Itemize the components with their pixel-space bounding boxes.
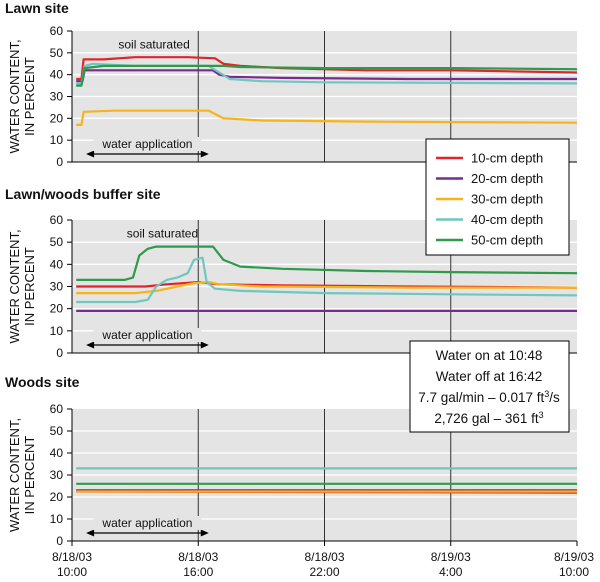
y-axis-label-line2: IN PERCENT [22, 436, 37, 515]
soil-saturated-label: soil saturated [127, 227, 198, 241]
arrowhead-left [86, 529, 95, 537]
panel-title: Lawn/woods buffer site [5, 186, 161, 202]
series-line-depth30 [76, 281, 577, 295]
x-tick-date: 8/18/03 [178, 550, 218, 564]
y-tick-label: 20 [50, 490, 64, 504]
y-tick-label: 10 [50, 133, 64, 147]
y-axis-label-line1: WATER CONTENT, [7, 418, 22, 532]
y-tick-label: 0 [56, 346, 63, 360]
series-line-depth40 [76, 256, 578, 304]
y-tick-label: 60 [50, 402, 64, 416]
y-tick-label: 20 [50, 302, 64, 316]
series-line-depth10 [76, 56, 578, 81]
y-axis-label-line2: IN PERCENT [22, 57, 37, 136]
water-application-label: water application [101, 328, 192, 342]
y-tick-label: 0 [56, 155, 63, 169]
y-tick-label: 10 [50, 512, 64, 526]
y-tick-label: 60 [50, 213, 64, 227]
arrowhead-left [86, 341, 95, 349]
info-total-volume: 2,726 gal – 361 ft3 [434, 410, 543, 426]
series-line-depth50 [76, 64, 578, 87]
soil-saturated-label: soil saturated [118, 37, 189, 51]
panel-2: Woods site WATER CONTENT, IN PERCENT 0 10 20 3… [5, 374, 578, 548]
x-tick-date: 8/19/03 [431, 550, 471, 564]
info-flow-rate: 7.7 gal/min – 0.017 ft3/s [418, 389, 560, 405]
x-tick-date: 8/19/03 [554, 550, 594, 564]
y-tick-label: 50 [50, 424, 64, 438]
y-tick-label: 40 [50, 257, 64, 271]
label-backdrop [93, 137, 202, 151]
info-box-frame [409, 340, 570, 433]
x-tick-date: 8/18/03 [52, 550, 92, 564]
y-axis-label-line1: WATER CONTENT, [7, 39, 22, 153]
panel-title: Lawn site [5, 0, 69, 16]
x-tick-time: 16:00 [183, 565, 213, 579]
arrowhead-right [200, 529, 209, 537]
y-tick-label: 30 [50, 90, 64, 104]
info-box: Water on at 10:48 Water off at 16:42 7.7… [409, 340, 570, 433]
series-line-depth50 [76, 245, 578, 281]
label-backdrop [93, 328, 202, 342]
info-water-on: Water on at 10:48 [436, 348, 543, 363]
x-tick-date: 8/18/03 [304, 550, 344, 564]
x-tick-time: 22:00 [309, 565, 339, 579]
y-tick-label: 40 [50, 68, 64, 82]
x-tick-time: 4:00 [439, 565, 463, 579]
legend-label: 30-cm depth [471, 192, 543, 207]
y-tick-label: 50 [50, 235, 64, 249]
y-axis-label-line1: WATER CONTENT, [7, 229, 22, 343]
panel-0: Lawn site WATER CONTENT, IN PERCENT 0 10 20 30… [5, 0, 578, 169]
y-tick-label: 10 [50, 324, 64, 338]
legend-label: 50-cm depth [471, 233, 543, 248]
shared-x-axis: 8/18/0310:008/18/0316:008/18/0322:008/19… [52, 541, 594, 579]
x-tick-time: 10:00 [57, 565, 87, 579]
info-water-off: Water off at 16:42 [436, 369, 543, 384]
arrowhead-left [86, 150, 95, 158]
arrowhead-right [200, 341, 209, 349]
y-tick-label: 40 [50, 446, 64, 460]
y-tick-label: 50 [50, 46, 64, 60]
chart-legend: 10-cm depth 20-cm depth 30-cm depth 40-cm d… [425, 138, 570, 256]
y-tick-label: 60 [50, 24, 64, 38]
series-line-depth30 [76, 109, 578, 126]
y-tick-label: 30 [50, 468, 64, 482]
x-tick-time: 10:00 [559, 565, 589, 579]
legend-label: 20-cm depth [471, 171, 543, 186]
label-backdrop [93, 516, 202, 530]
legend-label: 10-cm depth [471, 151, 543, 166]
water-application-label: water application [101, 516, 192, 530]
panel-title: Woods site [5, 374, 80, 390]
y-tick-label: 30 [50, 280, 64, 294]
y-tick-label: 0 [56, 534, 63, 548]
legend-label: 40-cm depth [471, 212, 543, 227]
y-tick-label: 20 [50, 111, 64, 125]
arrowhead-right [200, 150, 209, 158]
water-application-label: water application [101, 137, 192, 151]
y-axis-label-line2: IN PERCENT [22, 247, 37, 326]
